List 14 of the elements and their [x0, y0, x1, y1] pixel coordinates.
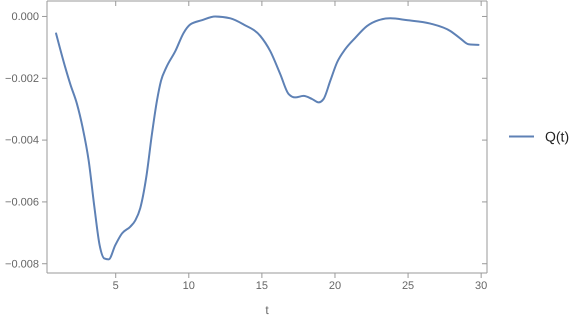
- legend-label: Q(t): [545, 128, 570, 144]
- x-tick-label: 30: [475, 280, 488, 292]
- y-tick-label: −0.002: [5, 72, 39, 85]
- line-series: [55, 15, 480, 260]
- x-tick-label: 5: [112, 280, 119, 292]
- x-axis-title: t: [265, 303, 270, 317]
- y-tick-label: −0.008: [5, 258, 39, 270]
- y-tick-label: 0.000: [11, 10, 39, 23]
- x-tick-label: 10: [182, 280, 195, 292]
- y-tick-label: −0.006: [5, 196, 39, 208]
- x-tick-label: 15: [256, 280, 268, 292]
- x-tick-label: 25: [402, 280, 414, 292]
- y-tick-label: −0.004: [5, 134, 39, 147]
- x-tick-label: 20: [328, 280, 342, 292]
